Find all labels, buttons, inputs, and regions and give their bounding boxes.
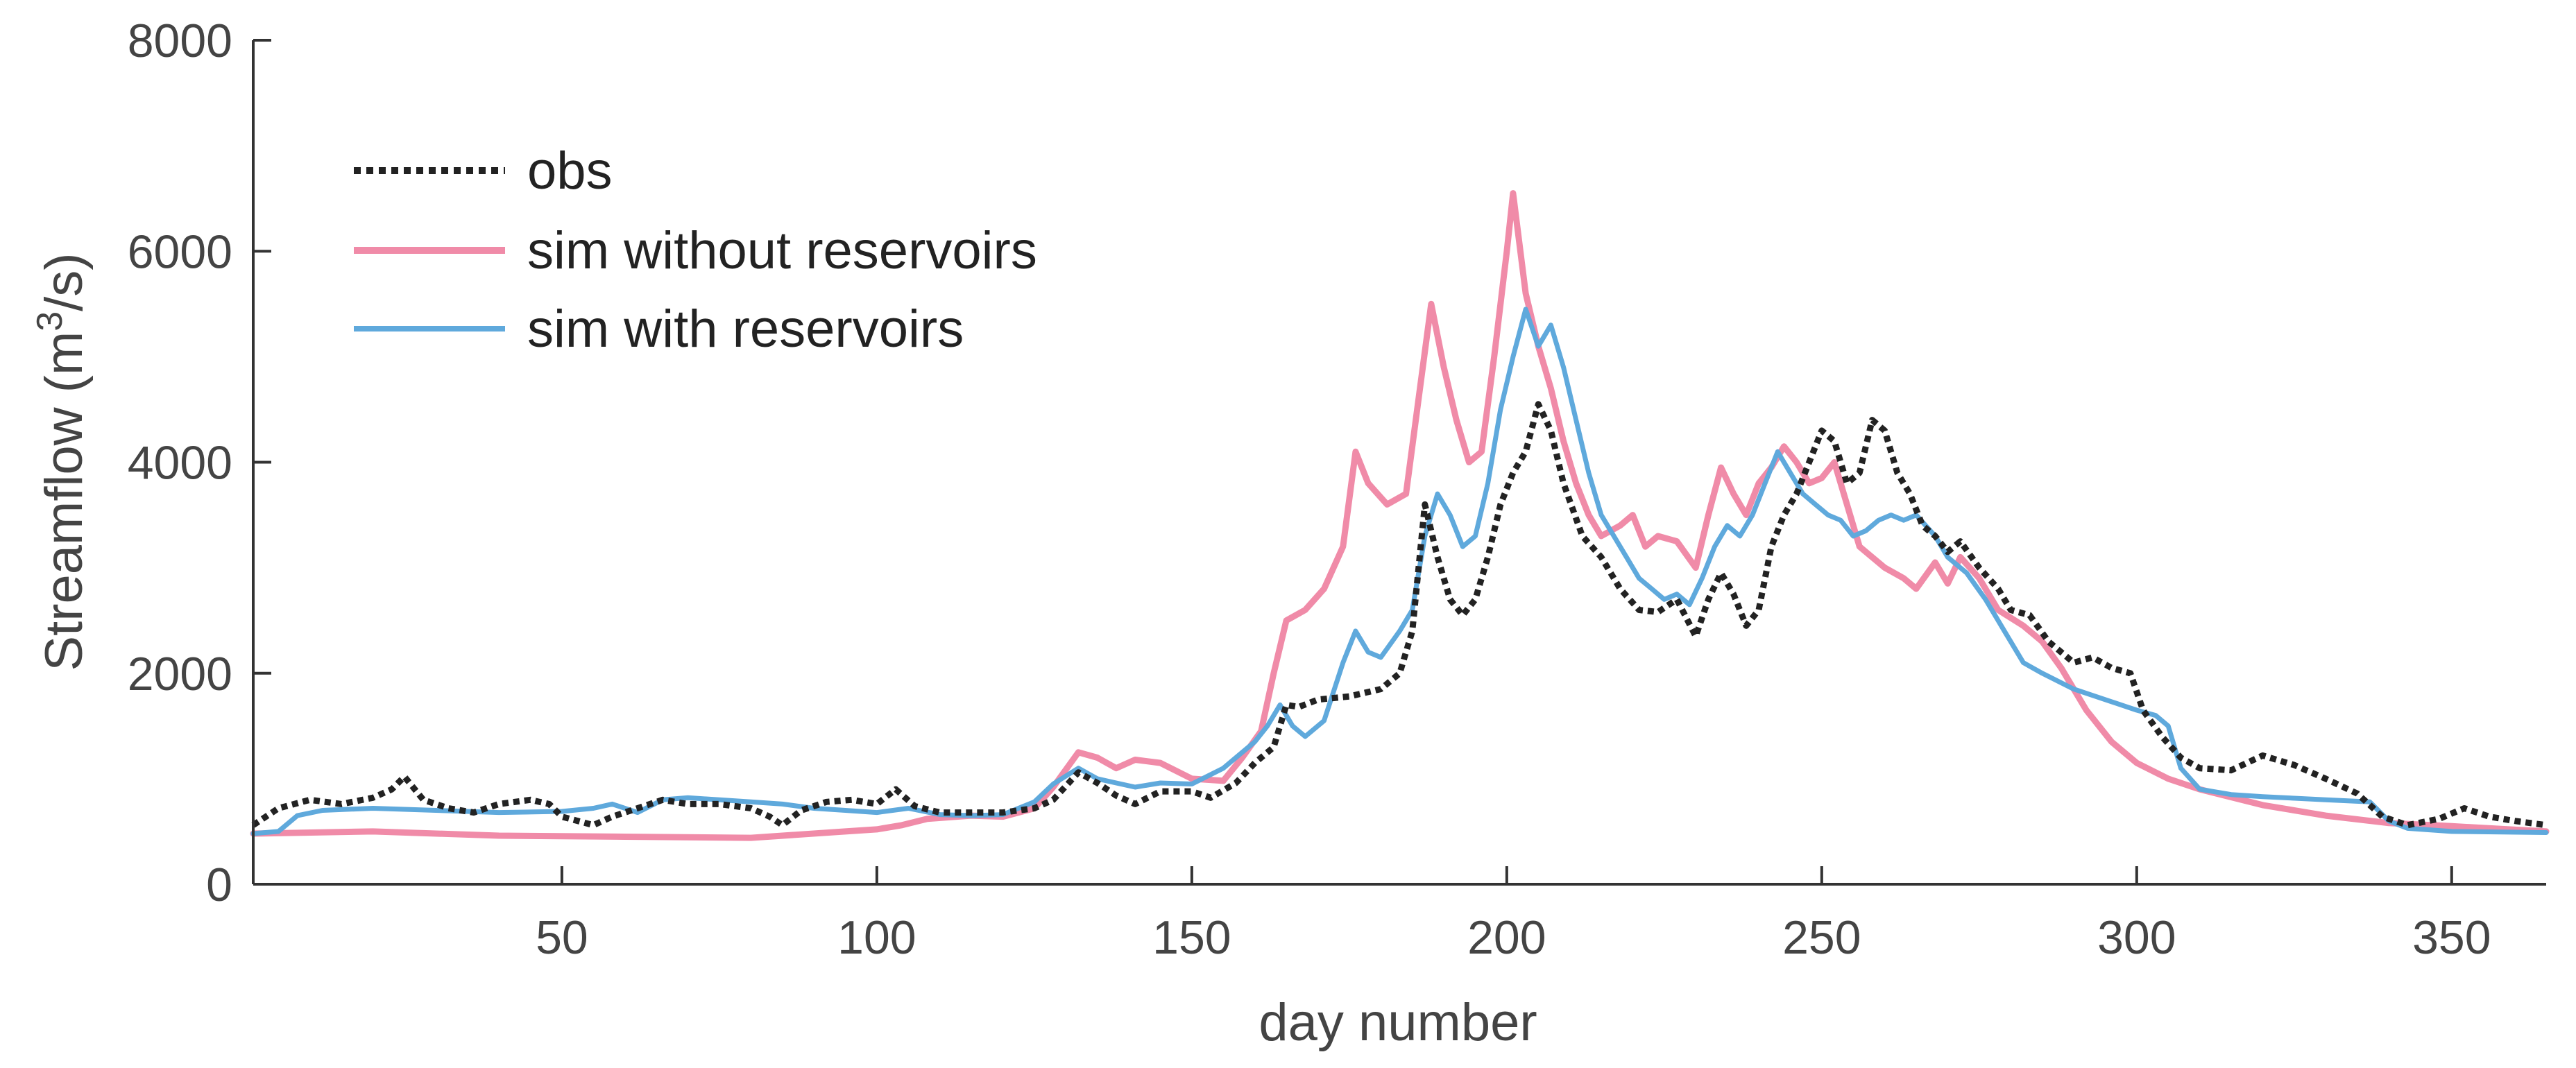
- y-axis-title-prefix: Streamflow (m: [35, 331, 94, 671]
- legend-label-sim-without-reservoirs: sim without reservoirs: [527, 221, 1037, 280]
- y-tick-label-4000: 4000: [128, 437, 232, 490]
- y-tick-label-8000: 8000: [128, 15, 232, 67]
- y-tick-label-6000: 6000: [128, 225, 232, 278]
- series-layer: [250, 190, 2550, 841]
- legend-label-sim-with-reservoirs: sim with reservoirs: [527, 300, 964, 359]
- y-axis-title: Streamflow (m3/s): [30, 252, 94, 671]
- y-tick-label-2000: 2000: [128, 648, 232, 700]
- series-line-obs: [251, 401, 2547, 829]
- y-axis-title-superscript: 3: [30, 311, 70, 331]
- y-tick-label-0: 0: [206, 859, 232, 911]
- x-tick-label-50: 50: [536, 911, 588, 964]
- legend-label-obs: obs: [527, 141, 613, 200]
- series-line-sim-with-reservoirs: [250, 307, 2549, 836]
- ticks-layer: 0 2000 4000 6000 8000 50 100 150 200 250 300 350: [128, 15, 2491, 964]
- series-line-sim-without-reservoirs: [250, 190, 2550, 841]
- x-axis-title: day number: [1259, 993, 1537, 1052]
- x-tick-label-250: 250: [1782, 911, 1861, 964]
- x-tick-label-150: 150: [1152, 911, 1231, 964]
- x-tick-label-300: 300: [2097, 911, 2176, 964]
- x-tick-label-100: 100: [837, 911, 916, 964]
- y-axis-title-suffix: /s): [35, 252, 94, 311]
- legend: obs sim without reservoirs sim with rese…: [354, 141, 1037, 359]
- x-tick-label-350: 350: [2412, 911, 2491, 964]
- x-tick-label-200: 200: [1467, 911, 1546, 964]
